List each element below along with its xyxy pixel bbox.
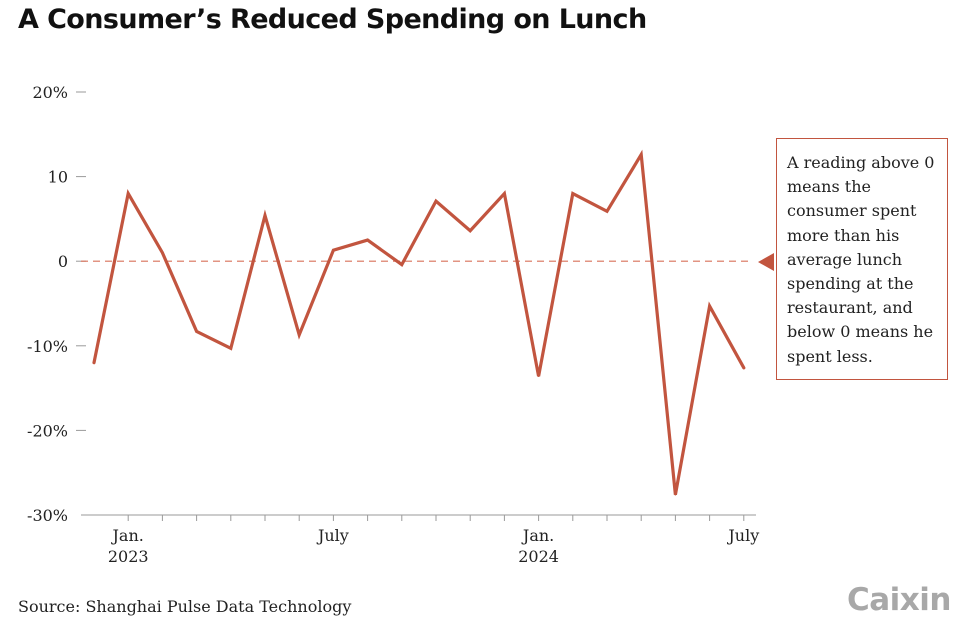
source-note: Source: Shanghai Pulse Data Technology <box>18 597 352 616</box>
data-point <box>503 192 506 195</box>
data-point <box>640 153 642 156</box>
data-point <box>93 361 95 364</box>
x-tick-label: July <box>316 526 349 545</box>
data-point <box>332 249 335 252</box>
data-point <box>127 192 129 195</box>
y-tick-label: 20% <box>32 83 68 102</box>
data-point <box>161 251 164 254</box>
data-point <box>743 366 745 369</box>
x-tick-label-year: 2024 <box>518 547 559 566</box>
data-point <box>230 347 232 350</box>
y-tick-label: 0 <box>58 252 68 271</box>
y-tick-label: -20% <box>27 421 68 440</box>
annotation-box: A reading above 0 means the consumer spe… <box>776 138 948 380</box>
annotation-pointer <box>758 253 774 271</box>
series-line <box>92 149 746 495</box>
chart-title: A Consumer’s Reduced Spending on Lunch <box>18 4 647 35</box>
x-tick-label: Jan. <box>521 526 554 545</box>
y-tick-label: 10 <box>48 168 68 187</box>
data-point <box>537 375 540 378</box>
data-point <box>435 200 437 202</box>
data-point <box>606 210 608 213</box>
y-tick-label: -10% <box>27 337 68 356</box>
brand-logo: Caixin <box>847 582 952 618</box>
y-tick-label: -30% <box>27 506 68 525</box>
data-point <box>674 493 677 496</box>
x-tick-label: July <box>726 526 759 545</box>
data-point <box>195 330 198 333</box>
data-point <box>298 334 301 336</box>
x-tick-label: Jan. <box>111 526 144 545</box>
x-tick-label-year: 2023 <box>108 547 149 566</box>
data-point <box>469 229 472 232</box>
data-point <box>366 239 369 241</box>
data-point <box>264 214 266 217</box>
data-point <box>401 263 403 266</box>
data-point <box>708 305 711 307</box>
x-axis: Jan. 2023 July Jan. 2024 July <box>81 514 759 566</box>
annotation-pointer-group <box>758 253 774 271</box>
series-group <box>92 149 746 496</box>
data-point <box>572 192 574 195</box>
y-axis: 20% 10 0 -10% -20% -30% <box>27 83 86 525</box>
